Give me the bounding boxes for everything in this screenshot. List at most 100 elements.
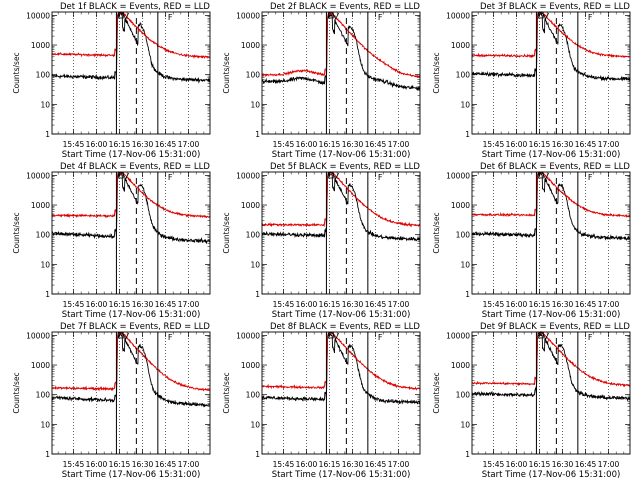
events-series-line: [471, 331, 631, 403]
y-axis-label: Counts/sec: [12, 52, 21, 93]
marker-triangle-icon: [542, 332, 549, 340]
detector-panel-3: Det 3f BLACK = Events, RED = LLD 1 10 100 10…: [432, 2, 631, 160]
x-tick-label: 16:15: [109, 300, 131, 309]
marker-triangle-icon: [122, 12, 129, 20]
detector-panel-5: Det 5f BLACK = Events, RED = LLD 1 10 100 10…: [222, 162, 421, 320]
panel-title: Det 6f BLACK = Events, RED = LLD: [480, 162, 630, 172]
x-tick-label: 16:15: [109, 460, 131, 469]
plot-frame: [471, 171, 631, 295]
y-tick-label: 1: [465, 450, 470, 459]
x-tick-label: 16:30: [132, 460, 154, 469]
x-tick-label: 16:15: [109, 140, 131, 149]
y-tick-label: 10: [460, 420, 470, 429]
y-tick-label: 10000: [26, 331, 50, 340]
marker-square-icon: [117, 172, 124, 179]
x-tick-label: 16:30: [342, 140, 364, 149]
x-tick-label: 15:45: [273, 300, 295, 309]
y-tick-label: 10: [460, 100, 470, 109]
x-tick-label: 16:30: [132, 300, 154, 309]
y-tick-label: 10000: [26, 171, 50, 180]
marker-f-label: F: [588, 173, 593, 182]
events-series-line: [51, 11, 211, 84]
marker-f-label: F: [168, 173, 173, 182]
events-series-line: [471, 172, 631, 241]
y-tick-label: 10000: [446, 331, 470, 340]
lld-series-line: [261, 171, 421, 228]
y-tick-label: 10: [250, 100, 260, 109]
panel-title: Det 3f BLACK = Events, RED = LLD: [480, 2, 630, 12]
detector-panel-6: Det 6f BLACK = Events, RED = LLD 1 10 100 10…: [432, 162, 631, 320]
x-tick-label: 17:00: [388, 140, 410, 149]
lld-series-line: [471, 170, 631, 219]
y-tick-label: 1: [255, 290, 260, 299]
events-series-line: [471, 12, 631, 82]
x-axis-label: Start Time (17-Nov-06 15:31:00): [482, 310, 621, 320]
y-tick-label: 10000: [26, 11, 50, 20]
x-tick-label: 15:45: [63, 300, 85, 309]
marker-f-label: F: [588, 13, 593, 22]
y-tick-label: 10: [40, 260, 50, 269]
y-tick-label: 1: [465, 130, 470, 139]
y-tick-label: 1: [255, 130, 260, 139]
y-tick-label: 1: [255, 450, 260, 459]
x-tick-label: 15:45: [63, 140, 85, 149]
x-axis-label: Start Time (17-Nov-06 15:31:00): [272, 470, 411, 480]
x-tick-label: 17:00: [598, 460, 620, 469]
y-tick-label: 100: [246, 71, 261, 80]
y-tick-label: 10000: [236, 171, 260, 180]
x-tick-label: 16:15: [319, 460, 341, 469]
y-tick-label: 1: [45, 290, 50, 299]
events-series-line: [51, 332, 211, 408]
marker-square-icon: [117, 12, 124, 19]
y-tick-label: 10000: [236, 331, 260, 340]
x-tick-label: 16:30: [342, 300, 364, 309]
events-series-line: [261, 172, 421, 242]
y-tick-label: 100: [246, 391, 261, 400]
y-tick-label: 1000: [31, 361, 50, 370]
x-tick-label: 15:45: [483, 140, 505, 149]
x-tick-label: 17:00: [598, 140, 620, 149]
lld-series-line: [261, 332, 421, 391]
detector-panel-1: Det 1f BLACK = Events, RED = LLD 1 10 100 10…: [12, 2, 211, 160]
detector-panel-2: Det 2f BLACK = Events, RED = LLD 1 10 100 10…: [222, 2, 421, 160]
y-tick-label: 1000: [31, 41, 50, 50]
x-tick-label: 17:00: [388, 460, 410, 469]
x-tick-label: 15:45: [483, 300, 505, 309]
x-tick-label: 17:00: [178, 140, 200, 149]
x-tick-label: 16:45: [575, 460, 597, 469]
lld-series-line: [51, 11, 211, 60]
marker-square-icon: [327, 172, 334, 179]
x-tick-label: 16:15: [529, 140, 551, 149]
x-axis-label: Start Time (17-Nov-06 15:31:00): [272, 310, 411, 320]
plot-frame: [261, 171, 421, 295]
events-series-line: [51, 171, 211, 245]
y-tick-label: 100: [36, 71, 51, 80]
x-tick-label: 16:00: [296, 300, 318, 309]
marker-square-icon: [117, 332, 124, 339]
x-tick-label: 16:45: [575, 140, 597, 149]
y-tick-label: 10000: [446, 11, 470, 20]
x-tick-label: 16:45: [155, 300, 177, 309]
y-axis-label: Counts/sec: [222, 212, 231, 253]
x-tick-label: 16:45: [365, 140, 387, 149]
x-tick-label: 16:00: [86, 460, 108, 469]
y-tick-label: 1000: [241, 41, 260, 50]
x-tick-label: 16:15: [319, 300, 341, 309]
x-tick-label: 17:00: [178, 460, 200, 469]
x-axis-label: Start Time (17-Nov-06 15:31:00): [62, 150, 201, 160]
plot-frame: [261, 331, 421, 455]
plot-frame: [471, 331, 631, 455]
y-tick-label: 10000: [236, 11, 260, 20]
y-tick-label: 1000: [241, 361, 260, 370]
x-axis-label: Start Time (17-Nov-06 15:31:00): [482, 470, 621, 480]
x-axis-label: Start Time (17-Nov-06 15:31:00): [62, 310, 201, 320]
x-tick-label: 16:30: [552, 460, 574, 469]
panel-title: Det 2f BLACK = Events, RED = LLD: [270, 2, 420, 12]
y-tick-label: 100: [456, 231, 471, 240]
events-series-line: [261, 13, 421, 92]
marker-f-label: F: [168, 13, 173, 22]
x-tick-label: 15:45: [63, 460, 85, 469]
y-tick-label: 100: [36, 391, 51, 400]
x-tick-label: 16:30: [132, 140, 154, 149]
lld-series-line: [261, 12, 421, 79]
